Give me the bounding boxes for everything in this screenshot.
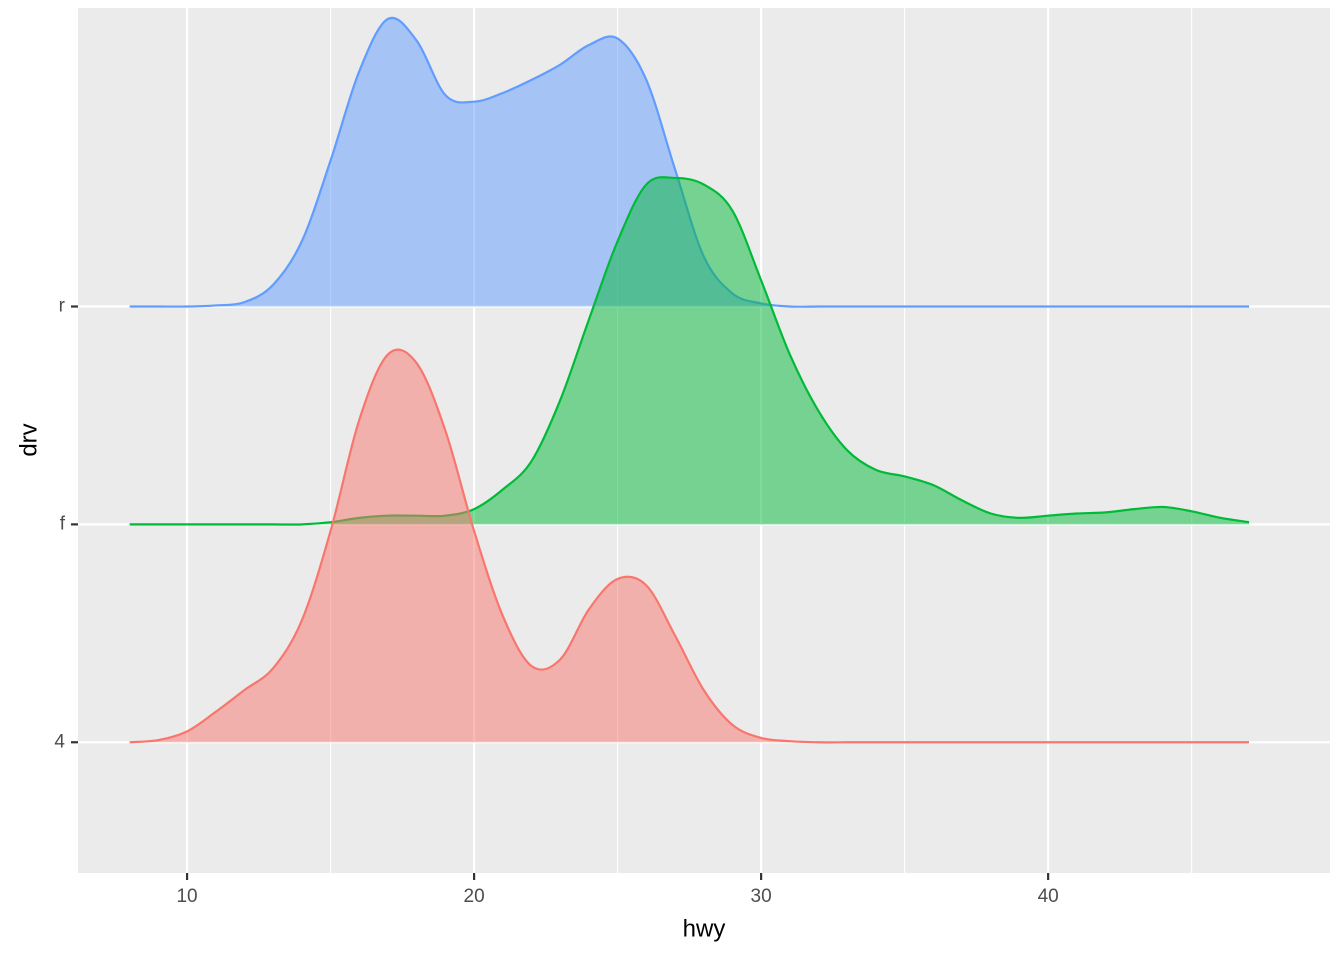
y-tick-label: f [60, 513, 66, 534]
ridge-line [129, 348, 1250, 744]
ridge-area [129, 177, 1250, 525]
y-tick-label: r [59, 296, 66, 317]
ridge-area [129, 349, 1250, 743]
x-tick-label: 20 [464, 886, 485, 907]
x-tick-label: 10 [176, 886, 197, 907]
y-axis-title: drv [15, 423, 42, 456]
x-tick-label: 30 [751, 886, 772, 907]
x-axis-title: hwy [683, 915, 726, 942]
y-tick-label: 4 [54, 731, 65, 752]
ridge-line [129, 176, 1250, 526]
x-tick-label: 40 [1038, 886, 1059, 907]
ridge-area [129, 17, 1250, 307]
